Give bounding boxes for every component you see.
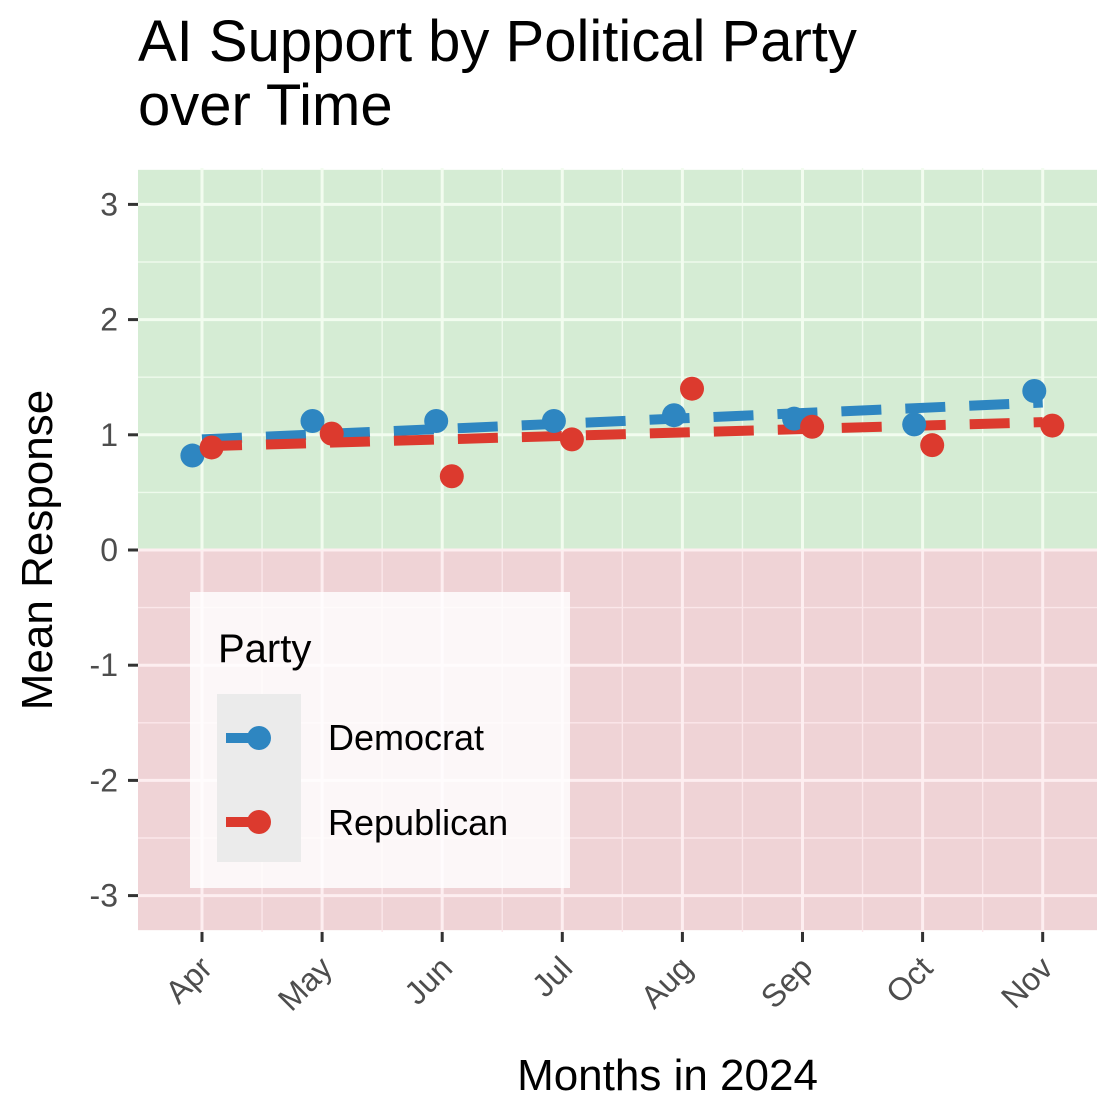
data-point-republican xyxy=(439,464,464,489)
chart-title-line-1: AI Support by Political Party xyxy=(138,9,857,74)
data-point-democrat xyxy=(300,408,325,433)
x-tick-label: Sep xyxy=(754,949,820,1015)
y-tick-label: -1 xyxy=(90,647,118,683)
x-tick-label: Jun xyxy=(397,949,459,1011)
data-point-republican xyxy=(319,421,344,446)
data-points xyxy=(180,376,1065,489)
data-point-democrat xyxy=(424,408,449,433)
data-point-democrat xyxy=(661,403,686,428)
background-band-0 xyxy=(138,169,1097,550)
data-point-democrat xyxy=(541,408,566,433)
legend-key-point-republican xyxy=(247,810,271,834)
chart-title-line-2: over Time xyxy=(138,73,393,138)
trend-line-republican xyxy=(201,417,1043,452)
data-point-democrat xyxy=(782,406,807,431)
data-point-republican xyxy=(920,433,945,458)
y-tick-label: 3 xyxy=(100,186,118,222)
data-point-republican xyxy=(800,414,825,439)
x-tick-label: Oct xyxy=(879,949,940,1010)
x-tick-label: Apr xyxy=(158,949,219,1010)
legend-keys xyxy=(226,726,271,834)
x-tick-label: May xyxy=(271,949,339,1017)
legend-label-democrat: Democrat xyxy=(328,717,484,758)
x-axis-title: Months in 2024 xyxy=(517,1051,818,1095)
legend: Party Democrat Republican xyxy=(190,592,570,888)
data-point-democrat xyxy=(902,412,927,437)
legend-title: Party xyxy=(218,627,311,671)
x-tick-label: Aug xyxy=(634,949,700,1015)
data-point-republican xyxy=(199,435,224,460)
legend-label-republican: Republican xyxy=(328,802,508,843)
data-point-republican xyxy=(680,376,705,401)
data-point-democrat xyxy=(180,443,205,468)
y-tick-label: 2 xyxy=(100,302,118,338)
legend-key-background xyxy=(217,694,301,862)
chart-title: AI Support by Political Party over Time xyxy=(138,10,1038,138)
data-point-republican xyxy=(559,427,584,452)
y-tick-label: -2 xyxy=(90,762,118,798)
x-tick-label: Jul xyxy=(525,949,579,1003)
y-tick-label: 1 xyxy=(100,417,118,453)
y-tick-label: 0 xyxy=(100,532,118,568)
legend-key-point-democrat xyxy=(247,726,271,750)
x-tick-label: Nov xyxy=(994,949,1060,1015)
data-point-democrat xyxy=(1022,379,1047,404)
y-axis-title: Mean Response xyxy=(13,390,62,710)
y-tick-label: -3 xyxy=(90,878,118,914)
data-point-republican xyxy=(1040,413,1065,438)
